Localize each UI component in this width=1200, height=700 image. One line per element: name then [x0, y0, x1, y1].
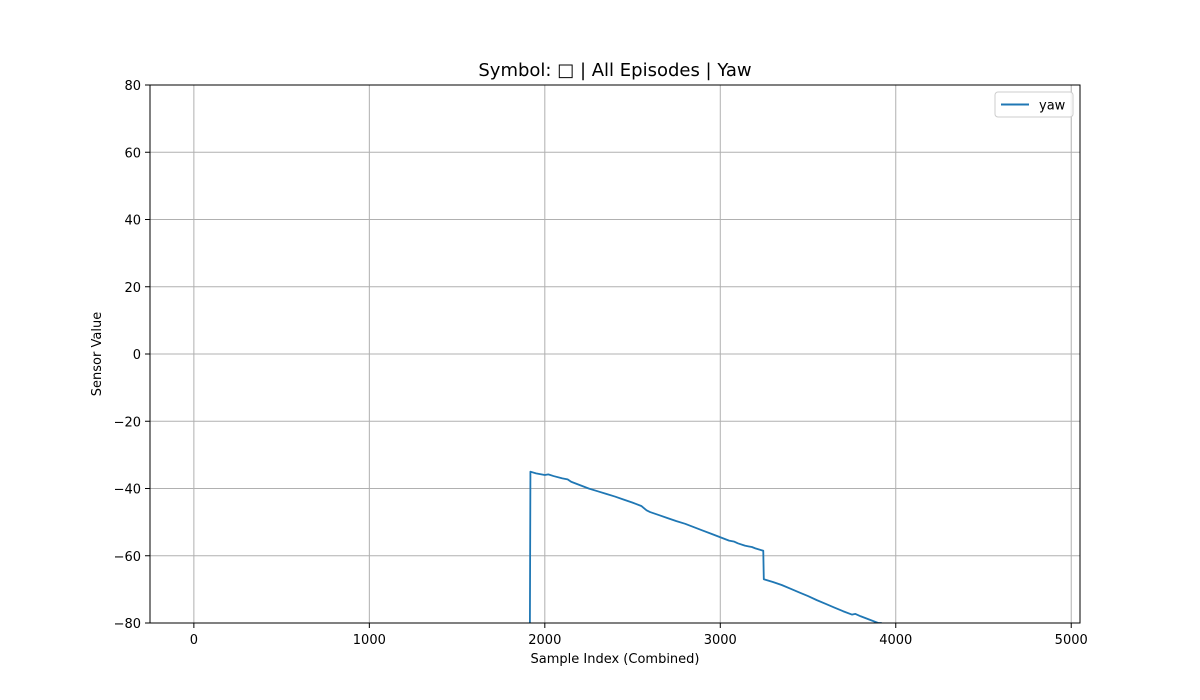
x-tick-label: 4000: [879, 633, 912, 648]
series-line-yaw: [529, 470, 882, 623]
y-tick-label: −80: [114, 617, 141, 632]
y-tick-label: 60: [124, 146, 141, 161]
x-tick-label: 1000: [353, 633, 386, 648]
legend-label-yaw: yaw: [1039, 99, 1066, 114]
y-axis-label: Sensor Value: [90, 312, 105, 396]
y-tick-label: 80: [124, 79, 141, 94]
x-axis-label: Sample Index (Combined): [531, 652, 700, 667]
series-lines: [529, 470, 882, 623]
chart-title: Symbol: □ | All Episodes | Yaw: [478, 60, 751, 81]
x-tick-label: 5000: [1055, 633, 1088, 648]
y-tick-label: 40: [124, 214, 141, 229]
legend: yaw: [994, 91, 1074, 118]
x-tick-label: 3000: [704, 633, 737, 648]
axis-ticks: 0 1000 2000 3000 4000 5000 −80 −60 −40 −20 0 20 40 60…: [114, 79, 1088, 648]
y-tick-label: 20: [124, 281, 141, 296]
legend-box: [994, 91, 1074, 118]
x-tick-label: 0: [190, 633, 198, 648]
y-tick-label: −20: [114, 415, 141, 430]
y-tick-label: −60: [114, 550, 141, 565]
x-tick-label: 2000: [528, 633, 561, 648]
y-tick-label: 0: [133, 348, 141, 363]
y-tick-label: −40: [114, 483, 141, 498]
